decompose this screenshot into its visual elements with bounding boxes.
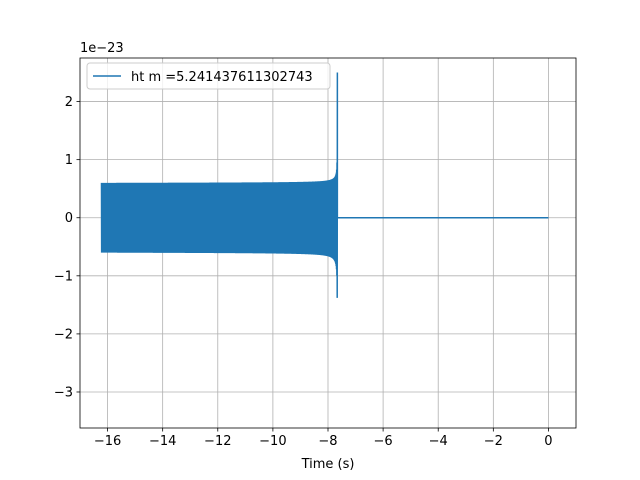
x-tick-label: −16 <box>94 434 121 449</box>
x-tick-label: 0 <box>544 434 552 449</box>
y-scale-label: 1e−23 <box>80 41 124 56</box>
x-tick-label: −8 <box>318 434 337 449</box>
y-tick-label: 0 <box>65 211 73 226</box>
series-line-ht <box>100 72 549 298</box>
y-tick-label: −3 <box>54 385 73 400</box>
x-tick-label: −6 <box>374 434 393 449</box>
legend: ht m =5.241437611302743 <box>86 62 331 90</box>
y-tick-label: 2 <box>65 95 73 110</box>
x-tick-label: −2 <box>484 434 503 449</box>
series-group <box>100 72 549 298</box>
legend-frame <box>86 62 331 90</box>
legend-label: ht m =5.241437611302743 <box>131 70 313 85</box>
x-tick-label: −10 <box>259 434 286 449</box>
x-tick-label: −14 <box>149 434 176 449</box>
x-tick-label: −12 <box>204 434 231 449</box>
x-axis-label: Time (s) <box>301 457 355 472</box>
y-tick-label: −2 <box>54 327 73 342</box>
x-tick-label: −4 <box>429 434 448 449</box>
y-tick-label: 1 <box>65 153 73 168</box>
y-tick-label: −1 <box>54 269 73 284</box>
